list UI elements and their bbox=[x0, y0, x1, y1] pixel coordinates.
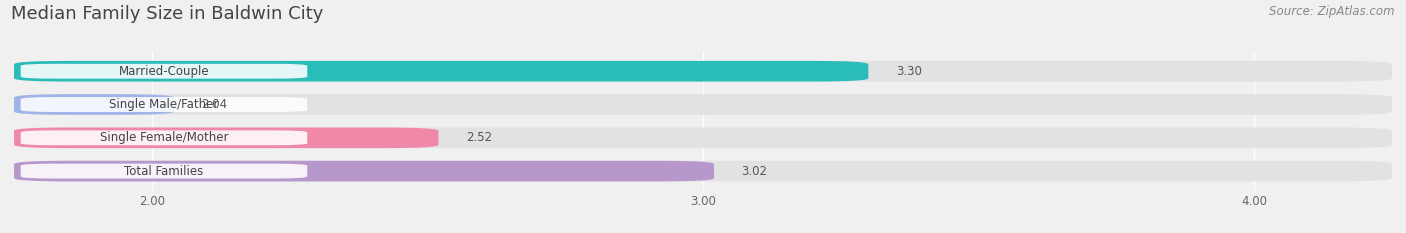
FancyBboxPatch shape bbox=[14, 61, 869, 82]
FancyBboxPatch shape bbox=[14, 127, 1392, 148]
FancyBboxPatch shape bbox=[14, 94, 174, 115]
FancyBboxPatch shape bbox=[21, 97, 308, 112]
FancyBboxPatch shape bbox=[21, 64, 308, 79]
Text: Single Female/Mother: Single Female/Mother bbox=[100, 131, 228, 144]
Text: Married-Couple: Married-Couple bbox=[118, 65, 209, 78]
Text: Single Male/Father: Single Male/Father bbox=[110, 98, 219, 111]
FancyBboxPatch shape bbox=[14, 94, 1392, 115]
Text: Total Families: Total Families bbox=[124, 164, 204, 178]
Text: Median Family Size in Baldwin City: Median Family Size in Baldwin City bbox=[11, 5, 323, 23]
Text: 3.02: 3.02 bbox=[741, 164, 768, 178]
FancyBboxPatch shape bbox=[21, 164, 308, 178]
Text: 2.52: 2.52 bbox=[465, 131, 492, 144]
Text: 3.30: 3.30 bbox=[896, 65, 922, 78]
FancyBboxPatch shape bbox=[14, 61, 1392, 82]
Text: 2.04: 2.04 bbox=[201, 98, 228, 111]
FancyBboxPatch shape bbox=[14, 161, 1392, 182]
FancyBboxPatch shape bbox=[14, 127, 439, 148]
FancyBboxPatch shape bbox=[21, 130, 308, 145]
Text: Source: ZipAtlas.com: Source: ZipAtlas.com bbox=[1270, 5, 1395, 18]
FancyBboxPatch shape bbox=[14, 161, 714, 182]
